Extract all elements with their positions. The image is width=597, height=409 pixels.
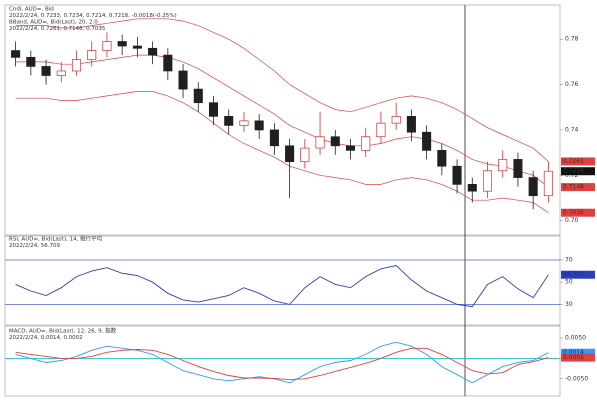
value-box: [561, 348, 595, 357]
candle-body: [422, 131, 432, 151]
panel-label: RSI, AUD=, Bid(Last), 14, 縦行平均: [9, 235, 103, 243]
candle-body: [452, 165, 462, 185]
value-box-label: 0.7035: [563, 209, 584, 216]
candle-body: [406, 115, 416, 133]
value-box: [561, 167, 595, 176]
candle-body: [102, 41, 112, 51]
candle-body: [315, 136, 325, 149]
panel-label: BBand, AUD=, Bid(Last), 20, 2.0: [9, 20, 98, 26]
value-box-label: 0.0002: [563, 354, 584, 361]
panel-label: 2022/2/24, 0.7261, 0.7148, 0.7035: [9, 26, 106, 32]
candle-body: [300, 147, 310, 163]
series-line: [15, 347, 549, 381]
candle-body: [148, 47, 158, 56]
candle-body: [178, 70, 188, 90]
candle-body: [56, 70, 66, 76]
series-line: [15, 265, 549, 308]
candle-body: [482, 170, 493, 192]
macd-panel: [4, 325, 561, 397]
candle-body: [361, 136, 371, 151]
rsi-panel: [4, 235, 561, 326]
y-tick-label: 0.76: [565, 81, 579, 88]
value-box: [561, 270, 595, 279]
candle-body: [467, 184, 477, 192]
candle-body: [330, 136, 340, 147]
candle-body: [269, 129, 279, 147]
candle-body: [285, 145, 295, 163]
candle-body: [543, 170, 553, 197]
y-tick-label: -0.0050: [565, 375, 588, 382]
y-tick-label: 30: [565, 301, 573, 308]
series-line: [15, 54, 549, 188]
panel-label: 2022/2/24, 0.0014, 0.0002: [9, 335, 83, 341]
candle-body: [254, 120, 264, 131]
y-tick-label: 0.70: [565, 217, 579, 224]
value-box: [561, 157, 595, 166]
candle-body: [208, 102, 219, 117]
value-box-label: 0.7261: [563, 158, 584, 165]
y-tick-label: 50: [565, 279, 573, 286]
value-box: [561, 353, 595, 362]
candle-body: [498, 159, 508, 172]
series-line: [15, 18, 549, 162]
panel-label: MACD, AUD=, Bid(Last), 12, 26, 9, 指数: [9, 327, 117, 335]
series-line: [15, 91, 549, 213]
y-tick-label: 0.72: [565, 172, 579, 179]
candle-body: [345, 145, 356, 151]
candle-body: [117, 41, 127, 47]
candle-body: [224, 115, 234, 126]
candle-body: [41, 66, 51, 76]
candle-body: [528, 177, 538, 197]
candle-body: [376, 122, 386, 138]
price-panel: [4, 4, 561, 236]
candle-body: [11, 50, 21, 58]
candle-body: [513, 159, 523, 178]
y-tick-label: 0.0050: [565, 335, 586, 342]
candle-body: [26, 57, 36, 67]
candle-body: [163, 54, 173, 72]
value-box-label: 56.709: [563, 271, 584, 278]
y-tick-label: 0.78: [565, 36, 579, 43]
candle-body: [391, 115, 401, 124]
candle-body: [132, 45, 142, 49]
value-box-label: 0.7148: [563, 184, 584, 191]
value-box: [561, 183, 595, 192]
candle-body: [71, 59, 82, 72]
panel-label: Cndl, AUD=, Bid: [9, 7, 54, 13]
candle-body: [193, 88, 203, 104]
candle-body: [87, 50, 97, 60]
y-tick-label: 0.74: [565, 126, 579, 133]
value-box-label: 0.0014: [563, 349, 584, 356]
series-line: [15, 341, 549, 384]
y-tick-label: 70: [565, 256, 573, 263]
value-box: [561, 208, 595, 217]
value-box-label: 0.7218: [563, 168, 584, 175]
panel-label: 2022/2/24, 56.709: [9, 243, 60, 249]
candle-body: [239, 120, 249, 126]
candle-body: [437, 150, 447, 167]
panel-label: 2022/2/24, 0.7233, 0.7234, 0.7214, 0.721…: [9, 13, 177, 19]
